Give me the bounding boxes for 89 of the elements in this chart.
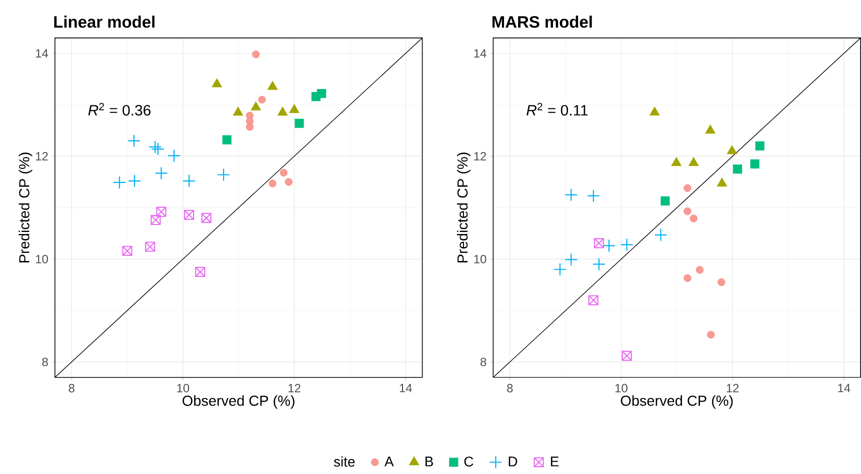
point bbox=[684, 207, 692, 215]
point bbox=[588, 295, 598, 306]
y-axis-title: Predicted CP (%) bbox=[457, 152, 470, 262]
point bbox=[284, 178, 293, 186]
x-tick-label: 14 bbox=[400, 384, 412, 392]
point bbox=[280, 168, 288, 176]
legend-label: E bbox=[550, 456, 559, 466]
point bbox=[268, 180, 276, 188]
point bbox=[592, 258, 606, 271]
point bbox=[278, 106, 288, 116]
y-axis-title: Predicted CP (%) bbox=[18, 152, 32, 262]
y-tick-label: 10 bbox=[474, 254, 486, 264]
point bbox=[246, 123, 254, 131]
point bbox=[145, 242, 156, 252]
point bbox=[622, 350, 632, 361]
y-tick-label: 8 bbox=[480, 358, 486, 366]
point bbox=[717, 178, 727, 186]
point bbox=[182, 174, 196, 188]
y-tick-label: 14 bbox=[36, 49, 48, 58]
point bbox=[684, 274, 692, 282]
point bbox=[705, 124, 716, 134]
point bbox=[564, 252, 578, 266]
y-tick-label: 12 bbox=[36, 152, 48, 160]
legend-label: D bbox=[508, 456, 518, 466]
chart-title: MARS model bbox=[492, 16, 592, 28]
point bbox=[294, 118, 304, 128]
point bbox=[650, 106, 660, 116]
chart-title: Linear model bbox=[54, 16, 154, 28]
point bbox=[222, 135, 232, 144]
x-tick-label: 8 bbox=[68, 384, 74, 392]
point bbox=[620, 238, 634, 252]
legend-title: site bbox=[334, 456, 355, 467]
point bbox=[252, 50, 260, 58]
point bbox=[750, 159, 760, 168]
point bbox=[696, 266, 704, 274]
x-axis-title: Observed CP (%) bbox=[620, 395, 733, 409]
point bbox=[258, 96, 266, 104]
point bbox=[233, 106, 243, 116]
x-axis-title: Observed CP (%) bbox=[182, 395, 294, 409]
x-tick-label: 14 bbox=[838, 384, 850, 392]
y-tick-label: 10 bbox=[36, 254, 48, 264]
point bbox=[317, 88, 326, 98]
point bbox=[151, 142, 164, 156]
point bbox=[212, 78, 222, 88]
x-tick-label: 10 bbox=[615, 384, 628, 392]
y-tick-label: 14 bbox=[474, 49, 486, 58]
point bbox=[594, 238, 604, 248]
legend-label: C bbox=[464, 456, 474, 466]
point bbox=[268, 81, 278, 90]
point bbox=[755, 141, 764, 150]
point bbox=[148, 140, 162, 154]
x-tick-label: 12 bbox=[288, 384, 300, 392]
point bbox=[128, 174, 142, 188]
point bbox=[671, 157, 682, 166]
legend-label: B bbox=[426, 456, 433, 466]
point bbox=[127, 134, 141, 148]
y-tick-label: 8 bbox=[42, 358, 48, 366]
point bbox=[184, 210, 194, 220]
point bbox=[586, 189, 600, 202]
point bbox=[154, 166, 168, 180]
point bbox=[217, 168, 230, 182]
point bbox=[727, 145, 737, 154]
point bbox=[690, 214, 698, 222]
point bbox=[289, 104, 300, 113]
y-tick-label: 12 bbox=[474, 152, 486, 160]
point bbox=[602, 239, 616, 252]
x-tick-label: 12 bbox=[726, 384, 739, 392]
point bbox=[122, 246, 132, 256]
x-tick-label: 8 bbox=[507, 384, 513, 392]
point bbox=[168, 149, 181, 162]
point bbox=[688, 157, 698, 166]
point bbox=[112, 176, 126, 189]
annotation: R$^{2}$ = 0.11 bbox=[526, 102, 588, 116]
point bbox=[660, 196, 670, 206]
point bbox=[733, 164, 742, 174]
point bbox=[654, 228, 668, 242]
point bbox=[150, 214, 161, 225]
point bbox=[718, 278, 726, 286]
point bbox=[564, 188, 578, 202]
point bbox=[251, 102, 261, 110]
point bbox=[195, 266, 206, 277]
point bbox=[553, 262, 567, 276]
point bbox=[156, 206, 166, 217]
point bbox=[707, 330, 715, 338]
annotation: R$^{2}$ = 0.36 bbox=[88, 102, 151, 116]
legend-label: A bbox=[384, 456, 394, 466]
x-tick-label: 10 bbox=[177, 384, 190, 392]
point bbox=[684, 184, 692, 192]
point bbox=[201, 212, 212, 223]
